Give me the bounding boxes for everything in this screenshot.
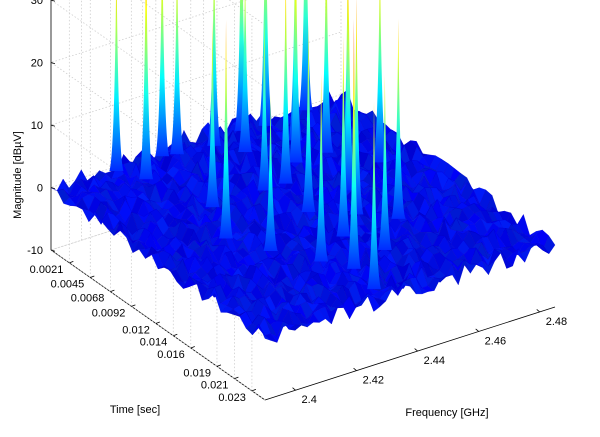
y-tick-label: 0.021 <box>201 380 229 392</box>
x-tick-label: 2.4 <box>302 394 317 406</box>
y-tick-label: 0.012 <box>122 324 150 336</box>
x-tick-label: 2.44 <box>424 355 445 367</box>
x-tick-mark <box>414 348 418 352</box>
peak-spike <box>346 18 361 269</box>
peak-spike <box>205 19 220 208</box>
z-tick-mark <box>50 249 56 252</box>
tick-labels: -10010203040500.00210.00450.00680.00920.… <box>27 0 567 406</box>
peak-spike <box>139 0 154 180</box>
peak-spike <box>349 0 364 215</box>
peak-spike <box>319 0 334 153</box>
y-tick-label: 0.019 <box>183 367 211 379</box>
x-tick-label: 2.48 <box>546 316 567 328</box>
z-tick-label: 0 <box>37 183 43 195</box>
frequency-axis-line <box>264 306 556 401</box>
surface-mesh <box>50 89 556 343</box>
y-tick-label: 0.0045 <box>51 279 85 291</box>
peak-spike <box>257 15 272 191</box>
peak-spike <box>314 73 329 262</box>
y-tick-mark <box>110 289 115 293</box>
z-gridline <box>228 0 266 26</box>
z-tick-mark <box>50 0 56 2</box>
peak-spike <box>391 18 406 219</box>
peak-spike <box>170 0 185 155</box>
x-tick-mark <box>536 309 540 313</box>
peak-spike <box>367 101 382 290</box>
axis-grid <box>50 0 556 401</box>
y-tick-mark <box>251 388 257 392</box>
peak-spike <box>258 0 273 126</box>
y-tick-mark <box>69 260 74 264</box>
y-tick-mark <box>155 321 160 324</box>
peak-spike <box>109 0 124 171</box>
x-tick-mark <box>353 367 357 371</box>
z-tick-label: 20 <box>31 58 43 70</box>
z-tick-label: -10 <box>27 245 43 257</box>
surface-cell <box>258 323 272 341</box>
y-tick-mark <box>234 376 239 379</box>
peak-spike <box>298 0 313 111</box>
y-tick-mark <box>216 364 222 367</box>
z-tick-label: 30 <box>31 0 43 7</box>
y-tick-mark <box>90 275 95 278</box>
peak-spike <box>301 24 316 213</box>
z-tick-mark <box>50 124 56 127</box>
y-tick-label: 0.0092 <box>92 307 126 319</box>
peak-spike <box>263 94 278 251</box>
x-tick-label: 2.46 <box>485 335 506 347</box>
peak-spike <box>377 74 392 250</box>
y-tick-mark <box>131 304 136 307</box>
y-tick-mark <box>190 346 195 349</box>
peaks <box>109 0 406 290</box>
x-tick-mark <box>292 387 296 391</box>
peak-spike <box>278 0 293 184</box>
peak-spike <box>207 0 222 146</box>
z-tick-mark <box>50 62 56 65</box>
z-tick-label: 10 <box>31 120 43 132</box>
y-tick-label: 0.0068 <box>71 293 105 305</box>
y-axis-label: Time [sec] <box>110 404 160 416</box>
peak-spike <box>219 19 234 239</box>
y-tick-label: 0.016 <box>157 349 185 361</box>
z-tick-mark <box>50 187 56 190</box>
peak-spike <box>238 0 253 153</box>
z-axis-label: Magnitude [dBµV] <box>12 131 24 219</box>
x-axis-label: Frequency [GHz] <box>405 407 488 419</box>
peak-spike <box>288 0 303 163</box>
y-tick-mark <box>173 333 178 337</box>
y-tick-label: 0.023 <box>218 392 246 404</box>
peak-spike <box>341 0 356 191</box>
peak-spike <box>336 36 351 237</box>
peak-spike <box>155 0 170 157</box>
x-tick-label: 2.42 <box>363 375 384 387</box>
x-tick-mark <box>475 328 479 332</box>
y-tick-label: 0.014 <box>140 337 168 349</box>
peak-spike <box>372 0 387 163</box>
y-tick-label: 0.0021 <box>30 264 64 276</box>
